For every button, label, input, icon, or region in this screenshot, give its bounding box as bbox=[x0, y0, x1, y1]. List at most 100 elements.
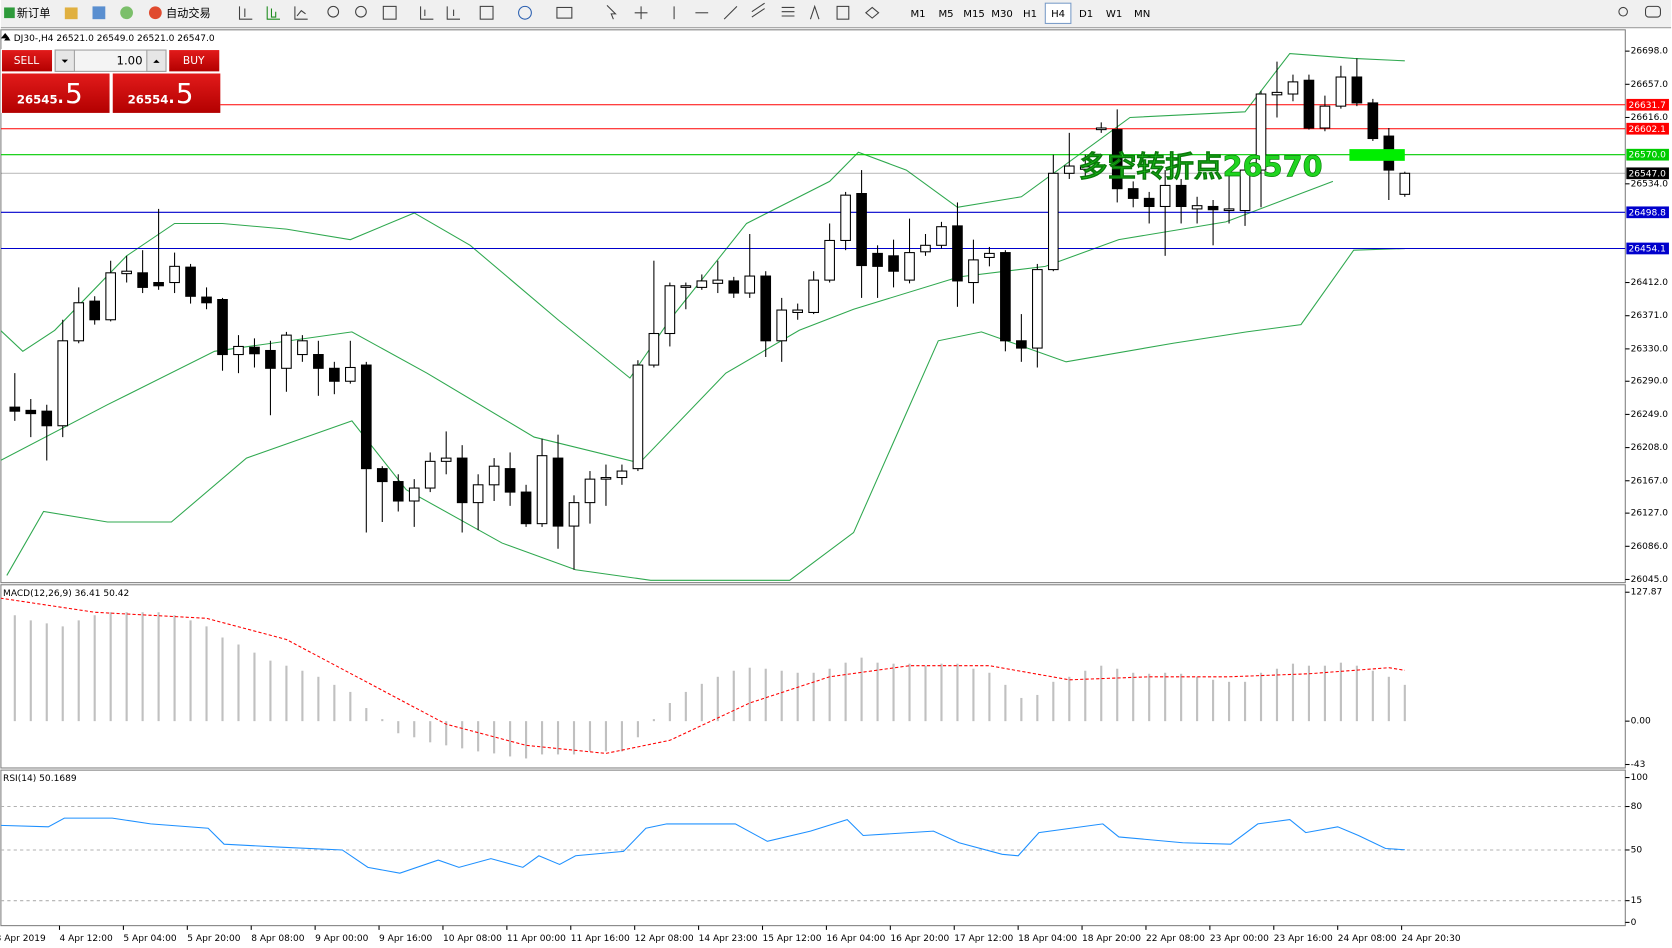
y-tick-label: 26534.0 bbox=[1631, 179, 1669, 189]
chat-icon[interactable] bbox=[1644, 5, 1661, 18]
tool-icon[interactable] bbox=[382, 5, 397, 20]
y-tick-label: 26412.0 bbox=[1631, 278, 1669, 288]
sell-label: SELL bbox=[14, 54, 39, 67]
tool-icon[interactable] bbox=[92, 6, 106, 20]
tool-icon[interactable] bbox=[634, 6, 648, 20]
tool-icon[interactable] bbox=[238, 6, 253, 20]
tool-icon[interactable] bbox=[479, 5, 494, 20]
down-arrow bbox=[61, 59, 69, 63]
candle-body bbox=[456, 457, 468, 504]
buy-label: BUY bbox=[183, 54, 205, 67]
candle-body bbox=[600, 476, 612, 480]
new-order-icon bbox=[4, 7, 15, 19]
y-tick-label: 0.00 bbox=[1631, 717, 1651, 727]
candle-body bbox=[9, 406, 21, 412]
candle-body bbox=[89, 300, 101, 321]
tool-icon[interactable] bbox=[751, 2, 765, 18]
candle-body bbox=[1079, 166, 1091, 170]
y-tick-label: 26290.0 bbox=[1631, 377, 1669, 387]
tool-icon[interactable] bbox=[518, 5, 532, 20]
tool-icon[interactable] bbox=[355, 5, 367, 18]
level-label: 26547.0 bbox=[1628, 169, 1666, 179]
y-tick-label: 26330.0 bbox=[1631, 344, 1669, 354]
tool-icon[interactable] bbox=[446, 6, 460, 20]
candle-body bbox=[360, 364, 372, 470]
candle-body bbox=[648, 332, 660, 366]
candle-body bbox=[904, 252, 915, 281]
timeframe-button[interactable]: M30 bbox=[991, 9, 1013, 20]
candle-body bbox=[1351, 76, 1363, 104]
candle-body bbox=[185, 266, 196, 297]
tool-icon[interactable] bbox=[64, 7, 78, 20]
y-tick-label: 26249.0 bbox=[1631, 410, 1669, 420]
level-highlight bbox=[1349, 149, 1405, 161]
auto-trading-button[interactable]: 自动交易 bbox=[148, 6, 211, 20]
timeframe-button[interactable]: W1 bbox=[1106, 9, 1122, 20]
tool-icon[interactable] bbox=[294, 6, 308, 20]
timeframe-button[interactable]: D1 bbox=[1079, 9, 1093, 20]
candle-body bbox=[137, 272, 148, 288]
time-label: 9 Apr 16:00 bbox=[379, 934, 432, 944]
tool-icon[interactable] bbox=[809, 4, 820, 20]
tool-icon[interactable] bbox=[723, 6, 738, 20]
timeframe-button[interactable]: M15 bbox=[963, 9, 985, 20]
time-label: 16 Apr 20:00 bbox=[890, 934, 949, 944]
new-order-button[interactable]: 新订单 bbox=[4, 6, 50, 20]
level-label: 26570.0 bbox=[1628, 151, 1666, 161]
tool-icon[interactable] bbox=[781, 6, 795, 17]
level-label-bg bbox=[1626, 167, 1669, 180]
candle-body bbox=[888, 255, 899, 272]
buy-button[interactable] bbox=[169, 50, 220, 72]
tool-icon[interactable] bbox=[420, 6, 434, 20]
candle-body bbox=[1016, 340, 1027, 349]
y-tick-label: 15 bbox=[1631, 896, 1643, 906]
search-icon[interactable] bbox=[1618, 6, 1628, 17]
tool-icon[interactable] bbox=[836, 5, 850, 20]
tool-icon[interactable] bbox=[327, 5, 340, 18]
candle-body bbox=[1287, 81, 1299, 95]
level-label-bg bbox=[1626, 242, 1669, 255]
one-click-trading: SELL 1.00 BUY 26545 .5 26554 .5 bbox=[0, 33, 221, 113]
tool-icon[interactable] bbox=[266, 6, 280, 20]
candle-body bbox=[744, 275, 756, 294]
candle-body bbox=[1159, 184, 1171, 208]
timeframe-button[interactable]: M5 bbox=[938, 9, 953, 20]
timeframe-button[interactable]: M1 bbox=[910, 9, 925, 20]
time-label: 5 Apr 20:00 bbox=[187, 934, 240, 944]
lots-value: 1.00 bbox=[117, 54, 143, 68]
sell-price-box[interactable] bbox=[1, 73, 110, 113]
sell-button[interactable] bbox=[1, 50, 53, 72]
candle-body bbox=[313, 354, 324, 369]
candle-body bbox=[1239, 169, 1251, 212]
tool-icon[interactable] bbox=[606, 4, 617, 20]
level-label: 26498.8 bbox=[1628, 208, 1666, 218]
candle-body bbox=[664, 285, 676, 335]
candle-body bbox=[297, 340, 308, 356]
candle-body bbox=[472, 484, 484, 504]
candle-body bbox=[392, 481, 404, 502]
timeframe-button[interactable]: H1 bbox=[1023, 9, 1037, 20]
time-label: 16 Apr 04:00 bbox=[826, 934, 885, 944]
candle-body bbox=[680, 285, 692, 288]
auto-trading-icon bbox=[148, 6, 162, 20]
level-label: 26602.1 bbox=[1628, 125, 1665, 135]
tool-icon[interactable] bbox=[120, 6, 133, 20]
tool-icon[interactable] bbox=[556, 6, 573, 19]
timeframe-button[interactable]: MN bbox=[1134, 9, 1150, 20]
tool-icon[interactable] bbox=[864, 6, 880, 19]
candle-body bbox=[1223, 208, 1235, 212]
timeframe-button[interactable]: H4 bbox=[1051, 9, 1065, 20]
level-label: 26454.1 bbox=[1628, 245, 1665, 255]
new-order-label: 新订单 bbox=[17, 6, 51, 20]
chart-title: DJ30-,H4 26521.0 26549.0 26521.0 26547.0 bbox=[14, 34, 215, 44]
indicator-title: MACD(12,26,9) 36.41 50.42 bbox=[3, 589, 129, 599]
buy-price-box[interactable] bbox=[112, 73, 221, 113]
candle-body bbox=[1367, 102, 1379, 140]
time-label: 24 Apr 08:00 bbox=[1338, 934, 1397, 944]
candle-body bbox=[1111, 129, 1123, 190]
rsi-plot bbox=[0, 805, 1626, 902]
up-arrow bbox=[153, 59, 160, 63]
candle-body bbox=[520, 491, 532, 525]
candle-body bbox=[584, 478, 596, 504]
macd-signal bbox=[0, 597, 1405, 754]
